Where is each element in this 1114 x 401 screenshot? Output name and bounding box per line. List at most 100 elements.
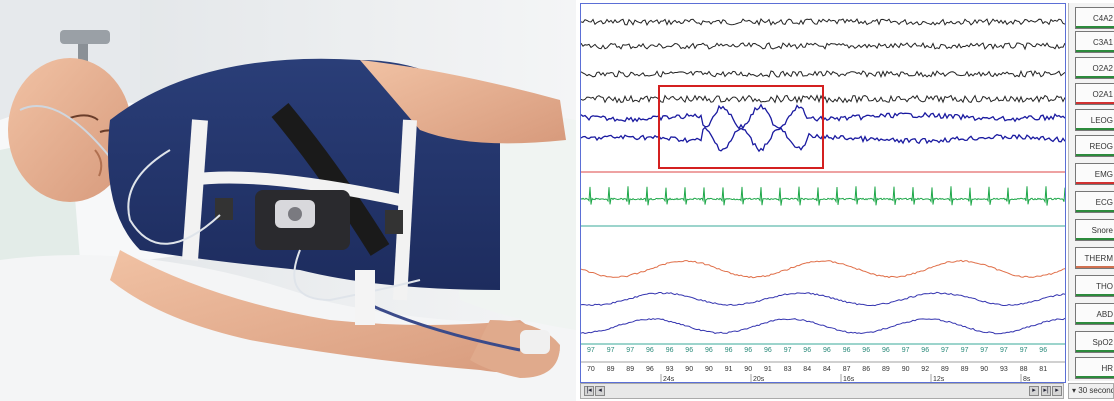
hr-value: 86: [862, 366, 870, 373]
channel-label-spo2[interactable]: SpO2: [1075, 331, 1114, 353]
channel-label-text: ABD: [1096, 310, 1113, 319]
trace-c4a2: [580, 18, 1066, 27]
spo2-value: 97: [941, 347, 949, 354]
channel-label-o2a2[interactable]: O2A2: [1075, 57, 1114, 79]
spo2-value: 96: [685, 347, 693, 354]
rem-highlight-box: [658, 85, 824, 169]
hr-value: 88: [1020, 366, 1028, 373]
hr-value: 90: [980, 366, 988, 373]
signal-plot-area[interactable]: 97 97 97 96 96 96 96 96 96 96 97 96 96 96 96 96 97 96 97 97…: [580, 3, 1066, 383]
hr-value: 96: [646, 366, 654, 373]
hr-value: 92: [921, 366, 929, 373]
channel-label-leog[interactable]: LEOG: [1075, 109, 1114, 131]
channel-color-bar: [1076, 154, 1114, 156]
hr-value: 90: [902, 366, 910, 373]
channel-label-snore[interactable]: Snore: [1075, 219, 1114, 241]
timeline-bar[interactable]: |◂ ◂ ▸ ▸| ▸: [580, 383, 1064, 399]
channel-label-text: O2A2: [1092, 64, 1113, 73]
channel-label-ecg[interactable]: ECG: [1075, 191, 1114, 213]
spo2-value: 97: [902, 347, 910, 354]
go-start-button[interactable]: |◂: [584, 386, 594, 396]
channel-label-text: O2A1: [1092, 90, 1113, 99]
hr-value: 89: [961, 366, 969, 373]
spo2-value: 96: [705, 347, 713, 354]
time-label: 12s: [933, 376, 945, 382]
spo2-value: 96: [921, 347, 929, 354]
channel-color-bar: [1076, 210, 1114, 212]
hr-value: 91: [725, 366, 733, 373]
time-label: 24s: [663, 376, 675, 382]
hr-value: 84: [803, 366, 811, 373]
trace-c3a1: [580, 42, 1066, 51]
spo2-value: 96: [843, 347, 851, 354]
channel-color-bar: [1076, 376, 1114, 378]
hr-value: 90: [744, 366, 752, 373]
spo2-value: 97: [1020, 347, 1028, 354]
hr-value: 90: [685, 366, 693, 373]
hr-value: 89: [882, 366, 890, 373]
page-forward-button[interactable]: ▸: [1029, 386, 1039, 396]
channel-color-bar: [1076, 128, 1114, 130]
channel-label-c4a2[interactable]: C4A2: [1075, 7, 1114, 29]
spo2-value: 96: [725, 347, 733, 354]
channel-color-bar: [1076, 26, 1114, 28]
epoch-length-value: 30 seconds: [1078, 386, 1113, 395]
spo2-value: 96: [646, 347, 654, 354]
trace-therm: [580, 259, 1066, 279]
channel-color-bar: [1076, 238, 1114, 240]
channel-label-text: Snore: [1091, 226, 1113, 235]
channel-label-text: REOG: [1089, 142, 1113, 151]
hr-value: 91: [764, 366, 772, 373]
channel-label-reog[interactable]: REOG: [1075, 135, 1114, 157]
hr-value: 81: [1039, 366, 1047, 373]
hr-value: 83: [784, 366, 792, 373]
channel-color-bar: [1076, 322, 1114, 324]
trace-abd: [580, 317, 1066, 335]
channel-label-text: HR: [1101, 364, 1113, 373]
channel-label-text: THO: [1096, 282, 1113, 291]
channel-label-text: ECG: [1095, 198, 1113, 207]
patient-photo: [0, 0, 576, 401]
hr-value: 84: [823, 366, 831, 373]
channel-label-text: EMG: [1094, 170, 1113, 179]
channel-color-bar: [1076, 76, 1114, 78]
channel-color-bar: [1076, 350, 1114, 352]
hr-value: 89: [626, 366, 634, 373]
channel-label-column: C4A2 C3A1 O2A2 O2A1 LEOG REOG EMG ECG Snore THERM…: [1068, 3, 1114, 381]
spo2-value: 96: [803, 347, 811, 354]
spo2-value: 97: [626, 347, 634, 354]
hr-value: 93: [666, 366, 674, 373]
time-label: 8s: [1023, 376, 1031, 382]
page-back-button[interactable]: ◂: [595, 386, 605, 396]
channel-label-text: THERM: [1084, 254, 1113, 263]
hr-value: 70: [587, 366, 595, 373]
spo2-value: 96: [744, 347, 752, 354]
spo2-value: 97: [784, 347, 792, 354]
spo2-value: 97: [607, 347, 615, 354]
hr-value: 90: [705, 366, 713, 373]
spo2-value: 97: [1000, 347, 1008, 354]
channel-color-bar: [1076, 266, 1114, 268]
trace-tho: [580, 291, 1066, 307]
channel-label-tho[interactable]: THO: [1075, 275, 1114, 297]
hr-value: 93: [1000, 366, 1008, 373]
scroll-right-button[interactable]: ▸: [1052, 386, 1062, 396]
spo2-value: 96: [1039, 347, 1047, 354]
epoch-length-select[interactable]: ▾ 30 seconds: [1068, 383, 1114, 399]
channel-label-c3a1[interactable]: C3A1: [1075, 31, 1114, 53]
trace-o2a2: [580, 69, 1066, 79]
channel-label-text: LEOG: [1090, 116, 1113, 125]
channel-label-hr[interactable]: HR: [1075, 357, 1114, 379]
channel-color-bar: [1076, 182, 1114, 184]
channel-color-bar: [1076, 294, 1114, 296]
channel-label-abd[interactable]: ABD: [1075, 303, 1114, 325]
spo2-value: 96: [823, 347, 831, 354]
channel-color-bar: [1076, 102, 1114, 104]
spo2-value: 97: [587, 347, 595, 354]
channel-label-emg[interactable]: EMG: [1075, 163, 1114, 185]
channel-label-o2a1[interactable]: O2A1: [1075, 83, 1114, 105]
go-end-button[interactable]: ▸|: [1041, 386, 1051, 396]
channel-label-text: C3A1: [1092, 38, 1113, 47]
patient-photo-illustration: [0, 0, 576, 401]
channel-label-therm[interactable]: THERM: [1075, 247, 1114, 269]
